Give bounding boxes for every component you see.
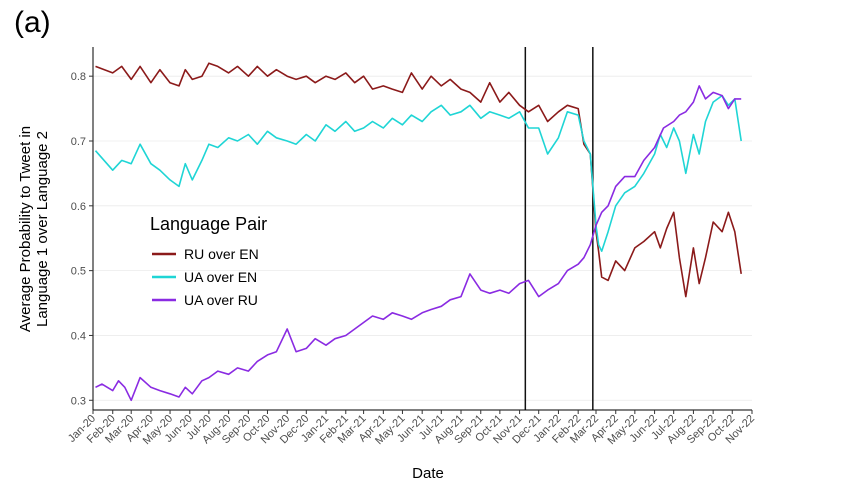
y-tick-label-4: 0.7 (71, 136, 86, 148)
y-tick-label-1: 0.4 (71, 330, 86, 342)
legend-label-1: UA over EN (184, 269, 257, 285)
y-axis-title-line-2: Language 1 over Language 2 (34, 131, 51, 327)
event-lines (524, 47, 594, 410)
legend-label-0: RU over EN (184, 246, 259, 262)
series-line-ua-over-ru (95, 85, 742, 402)
x-ticks: Jan-20Feb-20Mar-20Apr-20May-20Jun-20Jul-… (66, 410, 757, 447)
series-lines (94, 62, 742, 402)
x-axis-title: Date (412, 465, 444, 482)
y-tick-label-2: 0.5 (71, 266, 86, 278)
y-axis-title-line-1: Average Probability to Tweet in (17, 126, 34, 332)
y-tick-label-0: 0.3 (71, 395, 86, 407)
legend-label-2: UA over RU (184, 292, 258, 308)
gridlines (93, 75, 752, 401)
legend-title: Language Pair (150, 214, 267, 234)
y-tick-label-5: 0.8 (71, 71, 86, 83)
panel-label: (a) (14, 6, 51, 39)
legend: Language Pair RU over EN UA over EN UA ove… (150, 214, 267, 308)
series-line-ru-over-en (95, 62, 742, 298)
y-ticks: 0.3 0.4 0.5 0.6 0.7 0.8 (71, 71, 93, 407)
y-tick-label-3: 0.6 (71, 201, 86, 213)
